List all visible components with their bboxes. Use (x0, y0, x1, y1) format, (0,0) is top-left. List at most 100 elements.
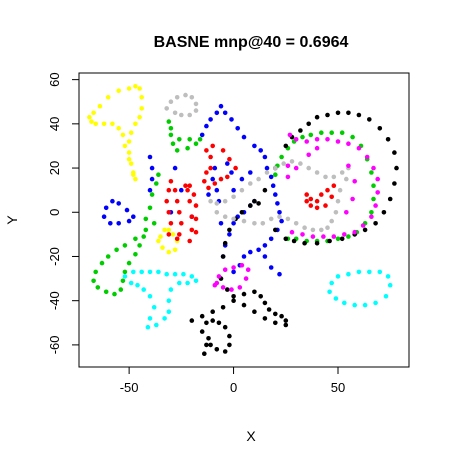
data-point-s0-2 (105, 95, 111, 100)
data-point-s4-42 (262, 187, 268, 193)
data-point-s3-17 (166, 187, 172, 193)
data-point-s7-21 (141, 287, 146, 292)
data-point-s6-40 (344, 210, 349, 215)
data-point-s0-19 (122, 143, 128, 149)
data-point-s5-38 (285, 216, 291, 222)
y-axis: -60 -40 -20 0 20 40 60 (47, 72, 80, 354)
data-point-s3-13 (166, 232, 172, 237)
data-point-s0-27 (162, 227, 167, 233)
data-point-s2-52 (206, 192, 211, 197)
data-point-s4-14 (199, 313, 205, 319)
data-point-s5-31 (333, 210, 339, 215)
data-point-s2-61 (248, 170, 253, 175)
data-point-s4-28 (262, 316, 268, 321)
data-point-s1-40 (346, 234, 351, 239)
data-point-s0-14 (128, 161, 134, 166)
data-point-s2-26 (268, 174, 274, 180)
data-point-s6-34 (293, 165, 299, 171)
data-point-s7-14 (166, 309, 172, 315)
data-point-s7-31 (387, 282, 393, 288)
data-point-s4-12 (208, 342, 213, 348)
data-point-s5-15 (248, 181, 253, 186)
data-point-s6-12 (293, 137, 299, 142)
data-point-s7-32 (383, 294, 389, 299)
data-point-s5-8 (179, 112, 184, 118)
data-point-s2-18 (222, 110, 228, 116)
data-point-s6-39 (350, 196, 355, 202)
data-point-s7-16 (154, 322, 159, 328)
data-point-s7-0 (122, 274, 128, 279)
data-point-s6-7 (237, 285, 243, 290)
data-point-s7-5 (164, 271, 169, 277)
data-point-s0-25 (89, 119, 94, 124)
data-point-s4-48 (314, 114, 320, 120)
data-point-s4-4 (204, 320, 209, 326)
data-point-s2-8 (116, 201, 121, 206)
data-point-s7-9 (193, 278, 199, 284)
data-point-s6-16 (335, 139, 341, 144)
data-point-s7-10 (185, 280, 190, 286)
data-point-s7-8 (189, 274, 195, 279)
data-point-s6-41 (285, 163, 291, 169)
data-point-s2-29 (275, 201, 280, 206)
data-point-s4-10 (222, 349, 228, 354)
data-point-s0-13 (126, 150, 132, 155)
data-point-s6-27 (342, 232, 347, 237)
data-point-s4-59 (387, 196, 393, 202)
data-point-s4-3 (199, 329, 205, 334)
data-point-s3-1 (208, 165, 213, 171)
data-point-s1-33 (141, 234, 146, 239)
data-point-s3-32 (191, 192, 197, 197)
data-point-s5-35 (310, 227, 316, 233)
data-point-s0-24 (93, 121, 98, 127)
data-point-s1-26 (112, 291, 117, 297)
data-point-s1-54 (300, 134, 305, 140)
data-point-s6-38 (352, 179, 358, 184)
data-point-s6-14 (314, 137, 320, 142)
data-point-s1-7 (187, 137, 192, 142)
data-point-s4-29 (252, 309, 257, 315)
data-point-s2-11 (149, 165, 155, 171)
data-point-s5-5 (193, 101, 199, 107)
data-point-s2-22 (252, 143, 257, 149)
data-point-s0-34 (170, 232, 176, 237)
data-point-s4-69 (283, 236, 289, 242)
data-point-s3-10 (212, 181, 218, 186)
data-point-s5-9 (172, 110, 178, 116)
data-point-s4-23 (273, 311, 278, 317)
data-point-s2-12 (147, 154, 153, 160)
data-point-s1-44 (371, 196, 376, 202)
data-point-s3-34 (193, 216, 199, 222)
data-point-s6-2 (222, 267, 228, 273)
data-point-s2-34 (262, 243, 268, 248)
data-point-s5-23 (314, 170, 320, 175)
data-point-s3-14 (168, 221, 174, 226)
data-point-s7-27 (356, 269, 362, 275)
data-point-s4-55 (385, 137, 391, 142)
data-point-s3-16 (164, 198, 169, 204)
data-point-s7-28 (367, 269, 372, 275)
data-point-s0-10 (133, 121, 138, 127)
data-point-s1-8 (177, 137, 182, 142)
y-tick-label: 60 (47, 72, 62, 86)
data-point-s7-2 (139, 269, 144, 275)
data-point-s1-32 (137, 243, 142, 248)
data-point-s6-15 (325, 137, 330, 142)
data-point-s4-66 (314, 240, 320, 246)
data-point-s2-55 (229, 170, 234, 175)
data-point-s5-17 (264, 170, 270, 175)
data-point-s6-13 (304, 139, 310, 144)
data-point-s5-33 (325, 225, 330, 230)
data-point-s6-26 (352, 229, 358, 235)
data-point-s0-32 (172, 247, 178, 253)
data-point-s3-12 (202, 179, 207, 184)
data-point-s3-24 (174, 236, 180, 242)
data-point-s7-29 (377, 269, 383, 275)
data-point-s6-25 (360, 223, 366, 228)
data-point-s2-48 (210, 176, 215, 182)
data-point-s1-17 (133, 236, 138, 242)
y-tick-label: 0 (47, 209, 62, 216)
data-point-s1-6 (197, 137, 203, 142)
y-axis-label: Y (4, 215, 20, 225)
data-point-s4-52 (356, 112, 362, 118)
